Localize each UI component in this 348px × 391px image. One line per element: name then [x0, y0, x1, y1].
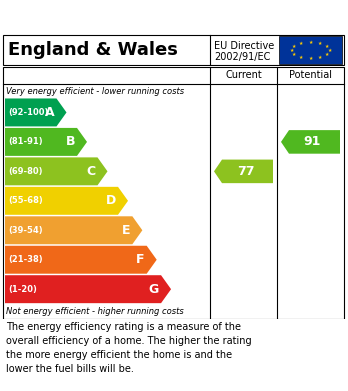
Text: ★: ★ [325, 44, 329, 49]
Polygon shape [5, 158, 108, 185]
Text: (81-91): (81-91) [8, 137, 42, 146]
Text: The energy efficiency rating is a measure of the
overall efficiency of a home. T: The energy efficiency rating is a measur… [6, 322, 252, 374]
Polygon shape [5, 246, 157, 274]
Text: Not energy efficient - higher running costs: Not energy efficient - higher running co… [6, 307, 184, 316]
Text: D: D [106, 194, 116, 207]
Text: ★: ★ [308, 39, 313, 45]
Text: Current: Current [225, 70, 262, 81]
Text: ★: ★ [325, 52, 329, 57]
Text: (39-54): (39-54) [8, 226, 42, 235]
Polygon shape [5, 216, 142, 244]
Text: (69-80): (69-80) [8, 167, 42, 176]
Text: ★: ★ [299, 41, 303, 46]
Text: (55-68): (55-68) [8, 196, 43, 205]
Text: Energy Efficiency Rating: Energy Efficiency Rating [9, 10, 219, 25]
Text: ★: ★ [292, 44, 296, 49]
Polygon shape [281, 130, 340, 154]
Text: ★: ★ [290, 48, 294, 53]
Text: EU Directive: EU Directive [214, 41, 274, 50]
Text: England & Wales: England & Wales [8, 41, 178, 59]
Text: ★: ★ [327, 48, 332, 53]
Text: ★: ★ [308, 56, 313, 61]
Text: G: G [149, 283, 159, 296]
Text: ★: ★ [318, 41, 322, 46]
Polygon shape [5, 128, 87, 156]
Text: 77: 77 [237, 165, 254, 178]
Polygon shape [5, 275, 171, 303]
Text: ★: ★ [292, 52, 296, 57]
Text: C: C [86, 165, 95, 178]
Text: Potential: Potential [289, 70, 332, 81]
Text: A: A [45, 106, 55, 119]
Text: ★: ★ [318, 55, 322, 60]
Text: (1-20): (1-20) [8, 285, 37, 294]
Text: ★: ★ [299, 55, 303, 60]
Text: F: F [136, 253, 145, 266]
Text: E: E [122, 224, 130, 237]
Text: (92-100): (92-100) [8, 108, 48, 117]
Text: (21-38): (21-38) [8, 255, 42, 264]
Text: Very energy efficient - lower running costs: Very energy efficient - lower running co… [6, 87, 184, 96]
Text: 91: 91 [304, 135, 321, 149]
Polygon shape [5, 99, 66, 126]
Text: B: B [65, 135, 75, 149]
Bar [279, 36, 342, 65]
Text: 2002/91/EC: 2002/91/EC [214, 52, 270, 62]
Polygon shape [5, 187, 128, 215]
Polygon shape [214, 160, 273, 183]
